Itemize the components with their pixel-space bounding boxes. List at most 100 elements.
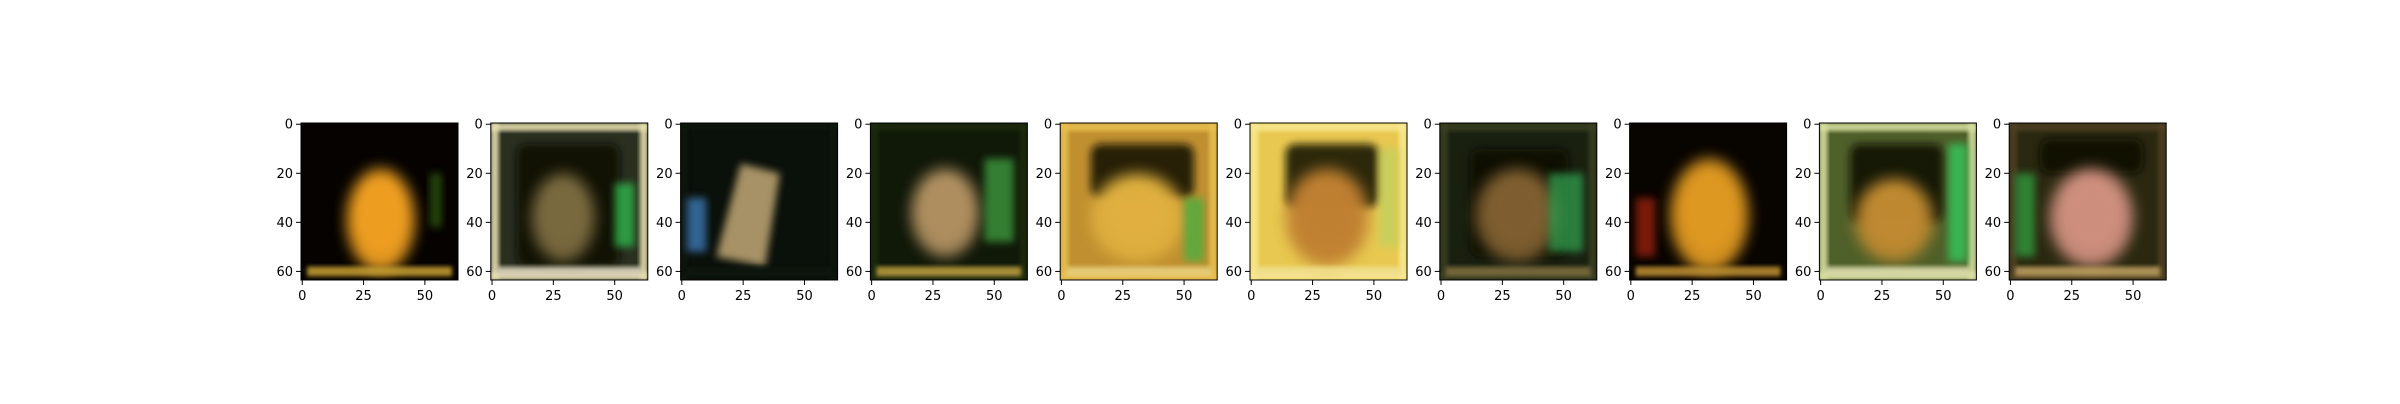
panel-10: 0 25 50 0 20 40 60: [1985, 118, 2167, 304]
y-tick-label: 0: [285, 118, 293, 133]
x-tick-label: 25: [735, 289, 752, 304]
panel-image: [870, 123, 1028, 280]
y-tick-label: 20: [846, 167, 863, 182]
y-tick-label: 0: [854, 118, 862, 133]
x-tick-label: 25: [925, 289, 942, 304]
y-tick-label: 40: [846, 216, 863, 231]
x-tick-label: 0: [1816, 289, 1824, 304]
y-tick-label: 20: [1036, 167, 1053, 182]
panel-image: [1439, 123, 1597, 280]
y-tick-label: 60: [1225, 265, 1242, 280]
y-tick-label: 20: [656, 167, 673, 182]
y-tick-label: 20: [1795, 167, 1812, 182]
axes-frame: [1629, 122, 1788, 281]
x-tick-label: 25: [2063, 289, 2080, 304]
x-tick-label: 50: [1176, 289, 1193, 304]
x-tick-label: 25: [1874, 289, 1891, 304]
panel-2: 0 25 50 0 20 40 60: [466, 118, 649, 304]
x-tick-label: 50: [986, 289, 1003, 304]
y-tick-label: 0: [1424, 118, 1432, 133]
panel-8: 0 25 50 0 20 40 60: [1605, 118, 1788, 304]
axes-frame: [1249, 122, 1408, 281]
y-tick-label: 60: [1415, 265, 1432, 280]
x-tick-label: 0: [1057, 289, 1065, 304]
y-tick-label: 60: [276, 265, 293, 280]
x-tick-label: 0: [1247, 289, 1255, 304]
y-tick-label: 20: [1225, 167, 1242, 182]
panel-5: 0 25 50 0 20 40 60: [1036, 118, 1218, 304]
x-tick-label: 25: [1684, 289, 1701, 304]
y-tick-label: 60: [466, 265, 483, 280]
axes-frame: [300, 122, 459, 281]
y-tick-label: 0: [664, 118, 672, 133]
x-tick-label: 0: [488, 289, 496, 304]
y-tick-label: 40: [1605, 216, 1622, 231]
y-tick-label: 60: [656, 265, 673, 280]
y-tick-label: 0: [1993, 118, 2001, 133]
x-tick-label: 0: [1627, 289, 1635, 304]
y-tick-label: 60: [1795, 265, 1812, 280]
axes-frame: [1439, 122, 1598, 281]
y-tick-label: 0: [1234, 118, 1242, 133]
y-tick-label: 40: [1036, 216, 1053, 231]
y-tick-label: 40: [1985, 216, 2002, 231]
y-tick-label: 20: [1415, 167, 1432, 182]
x-tick-label: 50: [1555, 289, 1572, 304]
y-tick-label: 40: [466, 216, 483, 231]
axes-frame: [1818, 122, 1977, 281]
y-tick-label: 40: [1795, 216, 1812, 231]
axes-frame: [490, 122, 649, 281]
axes-frame: [1059, 122, 1218, 281]
panel-1: 0 25 50 0 20 40 60: [276, 118, 459, 304]
panel-image: [490, 123, 648, 280]
x-tick-label: 50: [606, 289, 623, 304]
x-tick-label: 25: [1304, 289, 1321, 304]
panel-image: [1819, 123, 1977, 280]
panel-6: 0 25 50 0 20 40 60: [1225, 118, 1408, 304]
panel-image: [1060, 123, 1218, 280]
panel-image: [680, 123, 838, 280]
y-tick-label: 60: [846, 265, 863, 280]
y-tick-label: 0: [475, 118, 483, 133]
y-tick-label: 0: [1803, 118, 1811, 133]
x-tick-label: 25: [1114, 289, 1131, 304]
y-tick-label: 20: [466, 167, 483, 182]
axes-frame: [869, 122, 1028, 281]
x-tick-label: 25: [545, 289, 562, 304]
x-tick-label: 25: [355, 289, 372, 304]
y-tick-label: 20: [276, 167, 293, 182]
x-tick-label: 50: [1935, 289, 1952, 304]
x-tick-label: 0: [867, 289, 875, 304]
x-tick-label: 0: [678, 289, 686, 304]
panel-image: [2009, 123, 2167, 280]
x-tick-label: 0: [298, 289, 306, 304]
x-tick-label: 50: [417, 289, 434, 304]
x-tick-label: 50: [796, 289, 813, 304]
panel-9: 0 25 50 0 20 40 60: [1795, 118, 1977, 304]
y-tick-label: 40: [1225, 216, 1242, 231]
y-tick-label: 40: [1415, 216, 1432, 231]
y-tick-label: 0: [1613, 118, 1621, 133]
x-tick-label: 25: [1494, 289, 1511, 304]
y-tick-label: 20: [1985, 167, 2002, 182]
panel-image: [301, 123, 458, 280]
panel-image: [1250, 123, 1407, 280]
y-tick-label: 60: [1985, 265, 2002, 280]
axes-frame: [680, 122, 839, 281]
x-tick-label: 0: [1437, 289, 1445, 304]
y-tick-label: 0: [1044, 118, 1052, 133]
y-tick-label: 20: [1605, 167, 1622, 182]
x-tick-label: 50: [1366, 289, 1383, 304]
x-tick-label: 0: [2006, 289, 2014, 304]
y-tick-label: 60: [1605, 265, 1622, 280]
panel-7: 0 25 50 0 20 40 60: [1415, 118, 1598, 304]
y-tick-label: 40: [656, 216, 673, 231]
x-tick-label: 50: [2125, 289, 2142, 304]
y-tick-label: 40: [276, 216, 293, 231]
panel-image: [1629, 123, 1787, 280]
axes-frame: [2008, 122, 2167, 281]
panel-4: 0 25 50 0 20 40 60: [846, 118, 1028, 304]
x-tick-label: 50: [1745, 289, 1762, 304]
